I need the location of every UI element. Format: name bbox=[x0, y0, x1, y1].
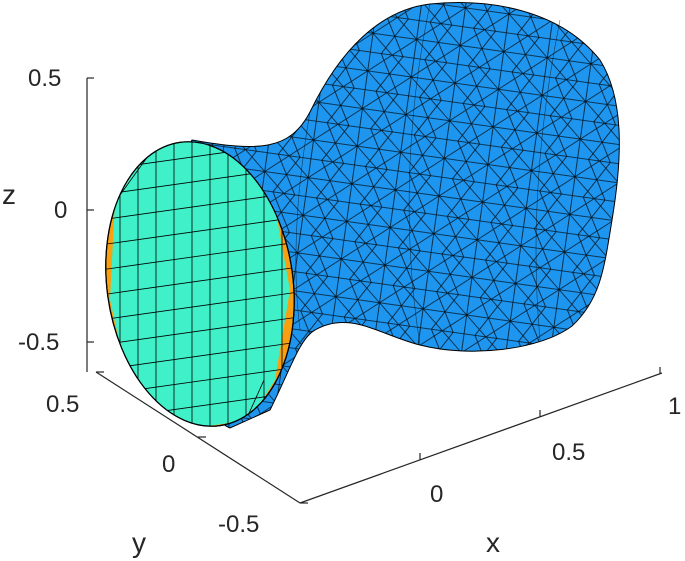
y-tick-label: 0 bbox=[162, 451, 175, 478]
z-tick-label: -0.5 bbox=[18, 329, 59, 356]
x-tick-label: 1 bbox=[668, 393, 681, 420]
z-tick-label: 0.5 bbox=[28, 65, 61, 92]
y-tick-label: 0.5 bbox=[46, 391, 79, 418]
x-axis-title: x bbox=[486, 527, 500, 558]
y-tick-label: -0.5 bbox=[218, 511, 259, 538]
z-axis-title: z bbox=[2, 179, 16, 210]
x-tick-label: 0 bbox=[430, 481, 443, 508]
x-tick-label: 0.5 bbox=[552, 439, 585, 466]
z-axis-ticks: 0.5 0 -0.5 bbox=[18, 65, 67, 356]
y-axis-title: y bbox=[132, 527, 146, 558]
z-tick-label: 0 bbox=[54, 197, 67, 224]
x-axis-ticks: 0 0.5 1 bbox=[430, 393, 681, 508]
